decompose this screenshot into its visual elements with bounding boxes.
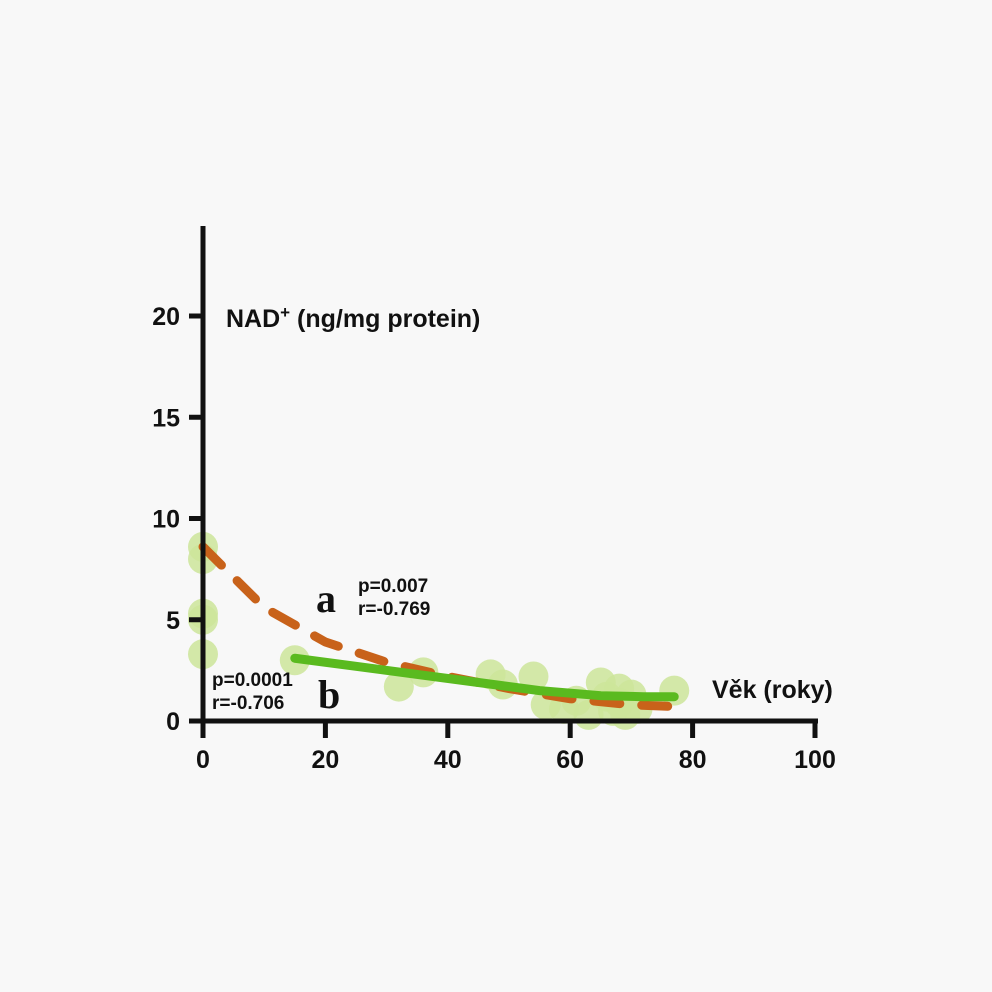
x-tick-label: 60 <box>556 746 584 774</box>
x-tick-label: 0 <box>196 746 210 774</box>
y-tick-label: 0 <box>166 708 180 736</box>
y-tick-label: 20 <box>152 303 180 331</box>
x-tick-label: 100 <box>794 746 836 774</box>
x-tick-label: 40 <box>434 746 462 774</box>
y-axis-ticks: 0 5 10 15 20 <box>152 303 203 736</box>
curve-a-p-value: p=0.007 <box>358 576 428 597</box>
regression-curve-b <box>290 653 679 702</box>
curve-b-r-value: r=-0.706 <box>212 693 284 714</box>
curve-b-p-value: p=0.0001 <box>212 670 293 691</box>
axes-group: 0 5 10 15 20 0 20 40 60 80 100 <box>152 226 836 774</box>
x-tick-label: 20 <box>311 746 339 774</box>
y-tick-label: 15 <box>152 404 180 432</box>
y-axis-title: NAD+ (ng/mg protein) <box>226 303 480 333</box>
curve-b-path <box>290 653 679 702</box>
curve-a-r-value: r=-0.769 <box>358 599 430 620</box>
scatter-point <box>518 661 549 692</box>
scatter-point <box>383 671 414 702</box>
y-tick-label: 5 <box>166 607 180 635</box>
x-tick-label: 80 <box>679 746 707 774</box>
y-tick-label: 10 <box>152 506 180 534</box>
x-axis-ticks: 0 20 40 60 80 100 <box>196 721 836 774</box>
x-axis-title: Věk (roky) <box>712 676 833 704</box>
curve-label-b: b <box>318 672 340 717</box>
curve-label-a: a <box>316 576 336 621</box>
